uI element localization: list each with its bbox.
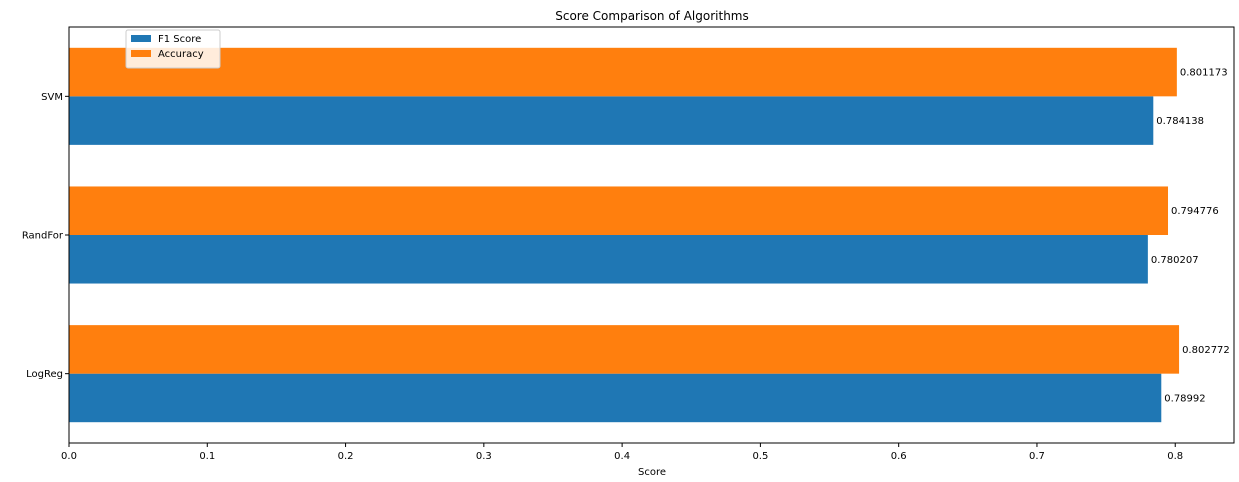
legend-label: Accuracy [158,49,204,60]
bar-logreg-f1-score [69,373,1162,423]
plot-area: 0.78992 0.802772 LogReg 0.780207 0.794776 Ran… [22,26,1235,462]
bar-randfor-accuracy [69,186,1169,235]
bar-randfor-f1-score [69,235,1148,284]
data-label: 0.802772 [1182,345,1230,356]
axes-frame [68,26,1235,444]
legend-swatch-f1-score [131,35,151,42]
chart-title: Score Comparison of Algorithms [555,9,749,23]
legend-label: F1 Score [158,34,201,45]
data-label: 0.801173 [1180,68,1228,79]
x-tick-label: 0.6 [891,451,907,462]
data-label: 0.780207 [1151,255,1199,266]
y-tick-label: SVM [41,92,63,103]
x-tick-label: 0.5 [752,451,768,462]
legend-swatch-accuracy [131,50,151,57]
bar-logreg-accuracy [69,325,1180,374]
x-tick-label: 0.8 [1167,451,1183,462]
data-label: 0.784138 [1156,116,1204,127]
x-tick-label: 0.1 [199,451,215,462]
bar-svm-f1-score [69,96,1154,145]
y-tick-label: LogReg [26,369,63,380]
x-axis-label: Score [638,467,666,478]
data-label: 0.78992 [1164,393,1205,404]
x-tick-label: 0.7 [1029,451,1045,462]
bar-svm-accuracy [69,47,1177,97]
x-tick-label: 0.4 [614,451,630,462]
data-label: 0.794776 [1171,206,1219,217]
x-tick-label: 0.0 [61,451,77,462]
legend: F1 Score Accuracy [125,29,221,69]
x-tick-label: 0.2 [338,451,354,462]
x-tick-label: 0.3 [476,451,492,462]
y-tick-label: RandFor [22,231,64,242]
